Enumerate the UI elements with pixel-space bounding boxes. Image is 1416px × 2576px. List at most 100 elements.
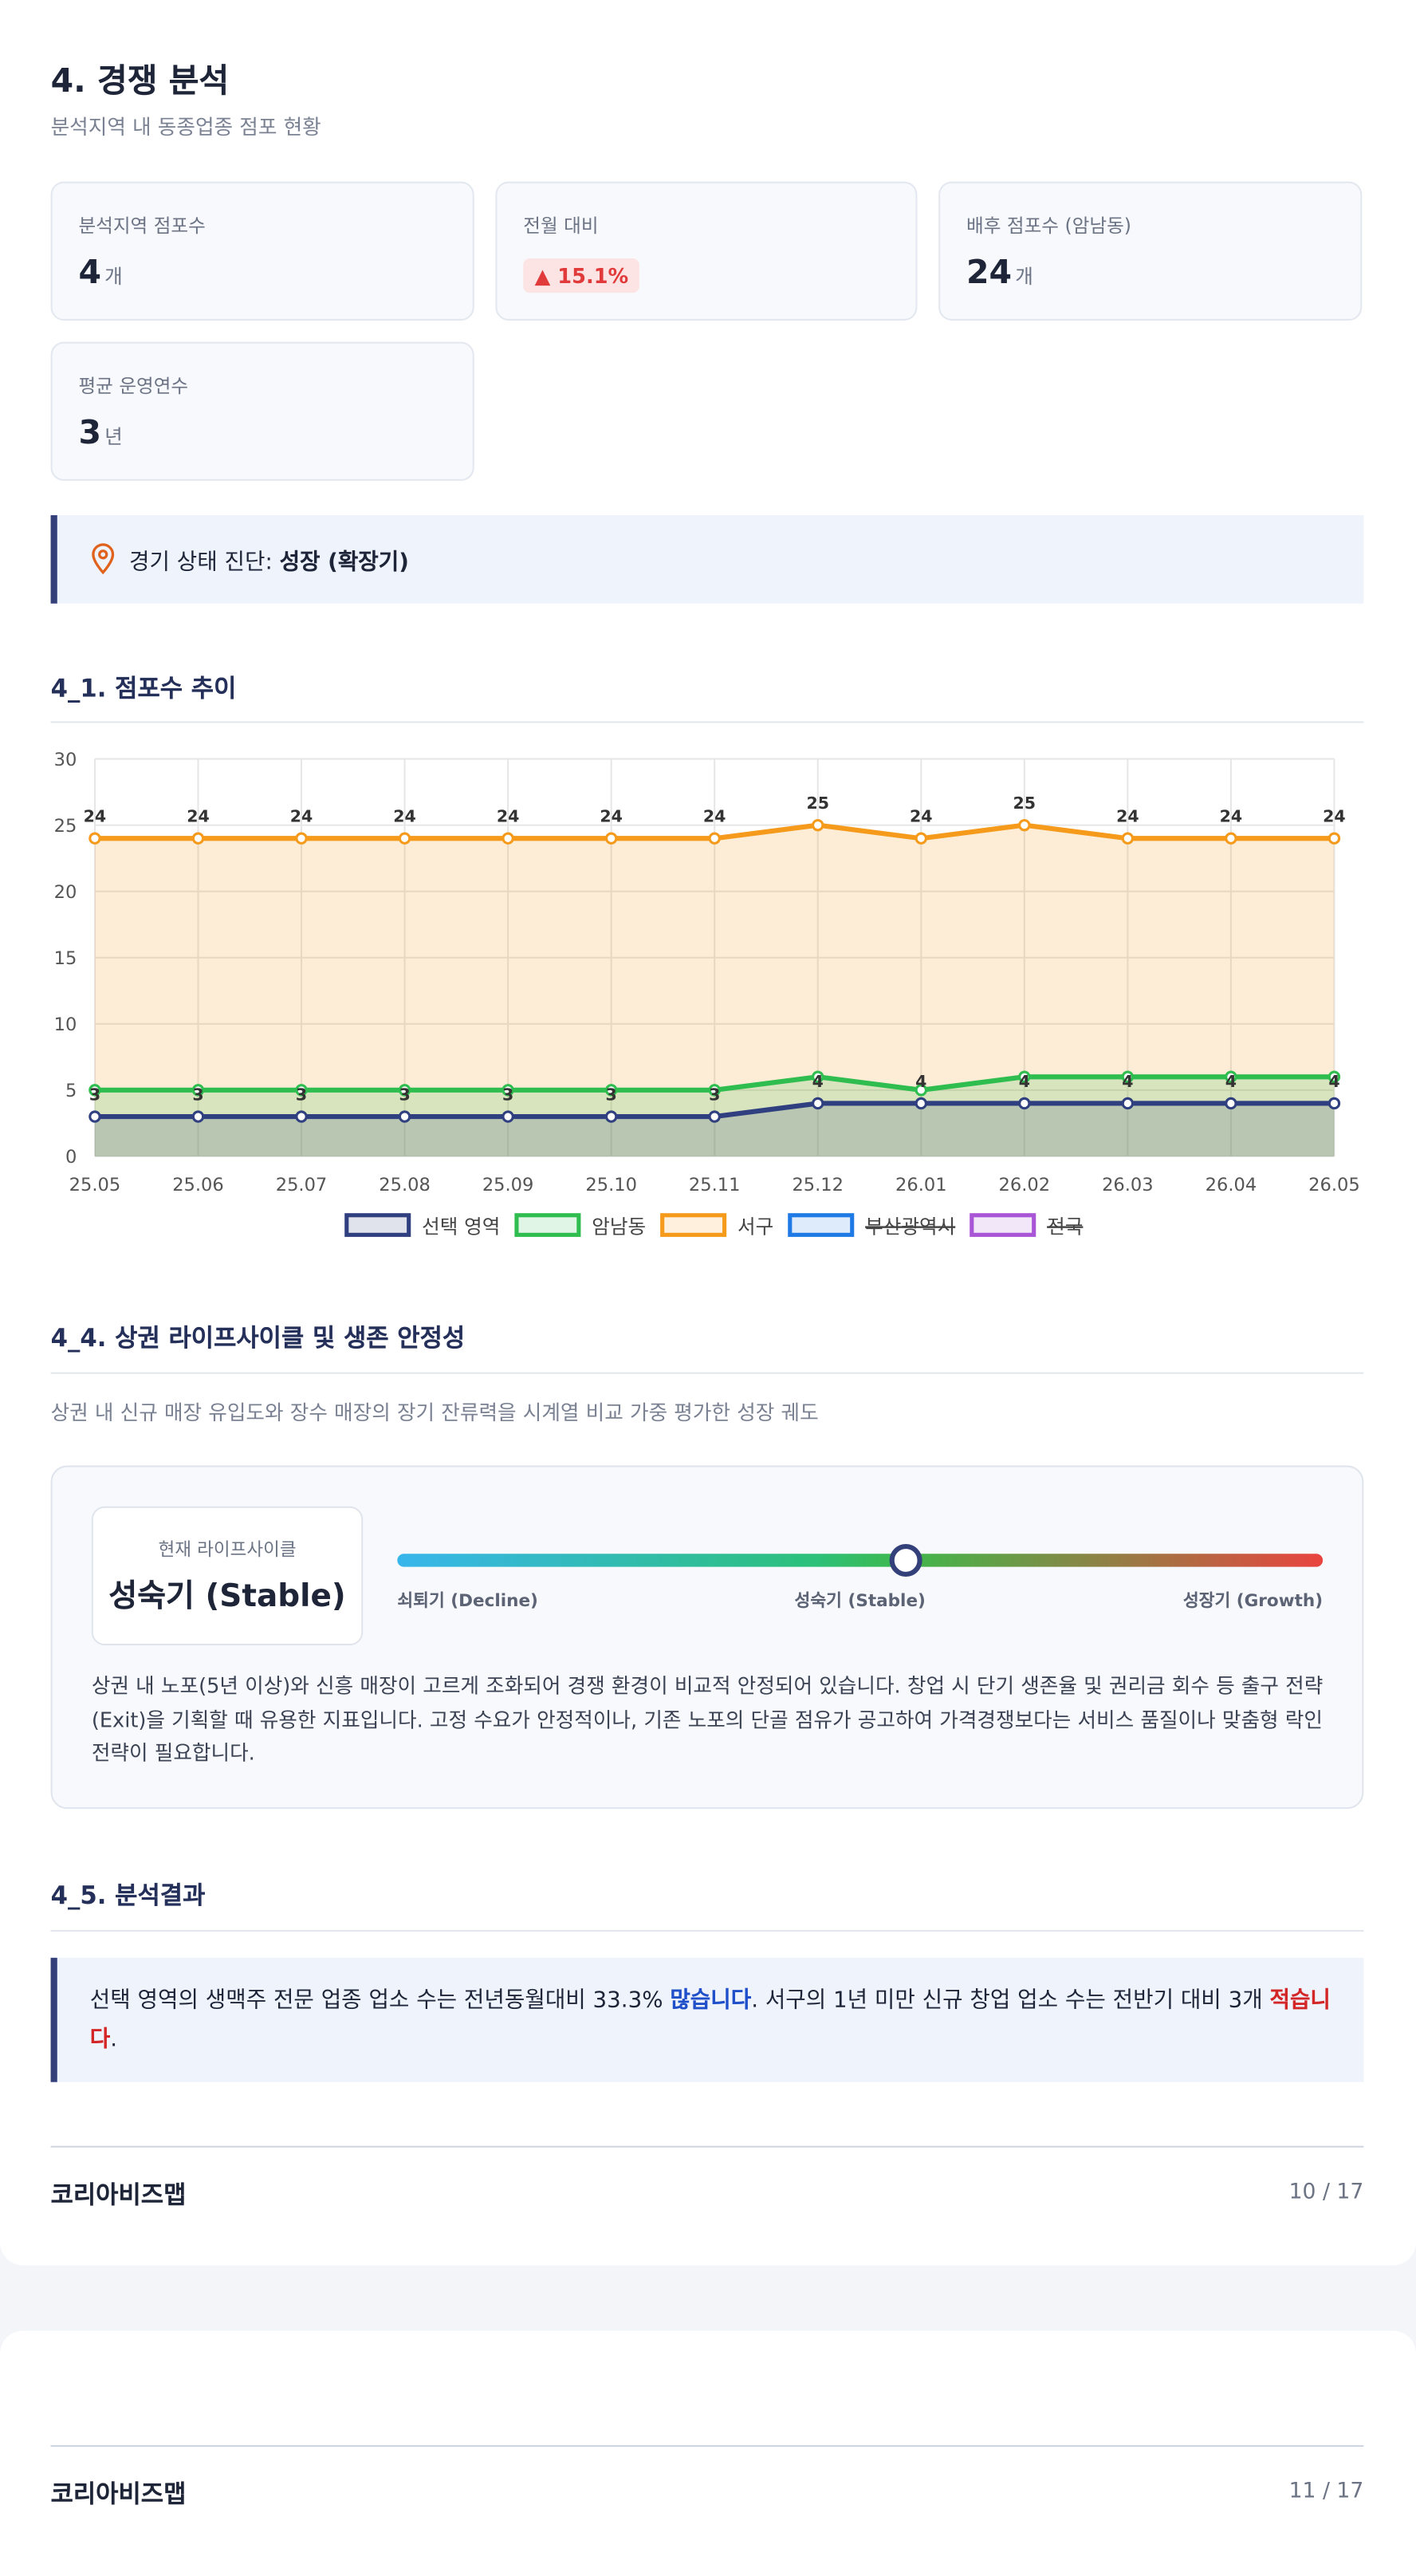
divider: [50, 721, 1364, 723]
result-text: .: [110, 2026, 118, 2053]
current-value: 성숙기 (Stable): [108, 1578, 346, 1615]
x-tick-label: 26.05: [1308, 1175, 1360, 1195]
value: 15.1%: [557, 263, 629, 288]
stat-label: 평균 운영연수: [78, 374, 189, 398]
unit: 년: [104, 425, 123, 448]
data-label: 3: [502, 1085, 513, 1105]
point: [1018, 1070, 1031, 1083]
point: [1328, 832, 1341, 845]
point: [88, 832, 101, 845]
point: [914, 1097, 927, 1110]
change-badge: ▲ 15.1%: [523, 258, 640, 293]
x-tick-label: 25.05: [69, 1175, 121, 1195]
current-label: 현재 라이프사이클: [158, 1538, 297, 1561]
point: [398, 1110, 411, 1123]
y-tick-label: 20: [54, 882, 77, 903]
diagnosis-box: 경기 상태 진단: 성장 (확장기): [50, 515, 1364, 604]
value: 24: [966, 251, 1013, 292]
data-label: 3: [192, 1085, 203, 1105]
current-box: 현재 라이프사이클 성숙기 (Stable): [91, 1506, 364, 1646]
result-text: 선택 영역의 생맥주 전문 업종 업소 수는 전년동월대비 33.3%: [89, 1987, 671, 2014]
footer-brand: 코리아비즈맵: [50, 2479, 187, 2509]
x-tick-label: 26.01: [895, 1175, 947, 1195]
highlight: 많습니다: [670, 1987, 752, 2014]
data-label: 24: [600, 807, 623, 826]
x-tick-label: 25.10: [585, 1175, 637, 1195]
footer-brand: 코리아비즈맵: [50, 2180, 187, 2210]
diagnosis-text: 경기 상태 진단: 성장 (확장기): [129, 543, 409, 576]
point: [295, 1084, 308, 1097]
point: [502, 832, 514, 845]
scale-label: 성숙기 (Stable): [794, 1591, 926, 1612]
data-label: 3: [606, 1085, 617, 1105]
point: [191, 1084, 205, 1097]
legend-swatch: [970, 1213, 1036, 1237]
data-label: 3: [709, 1085, 720, 1105]
y-tick-label: 5: [65, 1081, 77, 1101]
data-label: 4: [1122, 1072, 1133, 1091]
data-label: 4: [1328, 1072, 1339, 1091]
point: [502, 1110, 514, 1123]
point: [398, 832, 411, 845]
data-label: 4: [812, 1072, 824, 1091]
point: [812, 818, 824, 832]
pin-icon: [92, 543, 115, 575]
stat-value: 24 개: [966, 252, 1033, 291]
point: [398, 1084, 411, 1097]
point: [708, 1110, 721, 1123]
point: [812, 1097, 824, 1110]
legend-swatch: [344, 1213, 411, 1237]
y-tick-label: 25: [54, 816, 77, 837]
y-tick-label: 10: [54, 1014, 77, 1035]
data-label: 3: [399, 1085, 410, 1105]
x-tick-label: 26.04: [1206, 1175, 1257, 1195]
point: [1018, 1097, 1031, 1110]
data-label: 25: [806, 794, 829, 813]
section-subtitle: 상권 내 신규 매장 유입도와 장수 매장의 장기 잔류력을 시계열 비교 가중…: [50, 1400, 819, 1425]
page-card: [0, 2330, 1416, 2576]
diagnosis-value: 성장 (확장기): [279, 549, 409, 576]
legend-swatch: [788, 1213, 855, 1237]
legend-label: 암남동: [592, 1215, 646, 1238]
lifecycle-card: 현재 라이프사이클 성숙기 (Stable) 쇠퇴기 (Decline) 성숙기…: [50, 1465, 1364, 1810]
diagnosis-prefix: 경기 상태 진단:: [129, 549, 273, 576]
value: 3: [78, 412, 101, 452]
data-label: 24: [497, 807, 520, 826]
y-tick-label: 0: [65, 1147, 77, 1168]
footer-page: 11 / 17: [1288, 2479, 1364, 2504]
data-label: 3: [296, 1085, 307, 1105]
x-tick-label: 25.06: [172, 1175, 224, 1195]
legend-label: 서구: [738, 1215, 773, 1238]
legend-label: 부산광역시: [865, 1215, 955, 1238]
point: [1018, 818, 1031, 832]
point: [295, 832, 308, 845]
section-title: 4_4. 상권 라이프사이클 및 생존 안정성: [50, 1323, 466, 1353]
point: [1225, 832, 1237, 845]
legend-label: 전국: [1047, 1215, 1083, 1238]
point: [1328, 1097, 1341, 1110]
line-chart: 0 5 10 15 20 25 30 25.05 25.06 25.07 25.08 25.09 25.…: [54, 750, 1360, 1239]
point: [914, 1084, 927, 1097]
point: [708, 832, 721, 845]
data-label: 24: [393, 807, 416, 826]
point: [1121, 1070, 1135, 1083]
section-title: 4_1. 점포수 추이: [50, 673, 237, 703]
point: [502, 1084, 514, 1097]
stat-label: 분석지역 점포수: [78, 214, 206, 238]
x-tick-label: 25.11: [689, 1175, 741, 1195]
divider: [50, 2145, 1364, 2148]
point: [88, 1084, 101, 1097]
point: [604, 1110, 618, 1123]
y-tick-label: 30: [54, 750, 77, 770]
legend-label: 선택 영역: [422, 1215, 500, 1238]
point: [191, 832, 205, 845]
y-tick-label: 15: [54, 948, 77, 969]
x-tick-label: 25.12: [792, 1175, 844, 1195]
stat-label: 배후 점포수 (암남동): [966, 214, 1132, 238]
data-label: 4: [1019, 1072, 1030, 1091]
point: [604, 832, 618, 845]
data-label: 4: [1225, 1072, 1237, 1091]
